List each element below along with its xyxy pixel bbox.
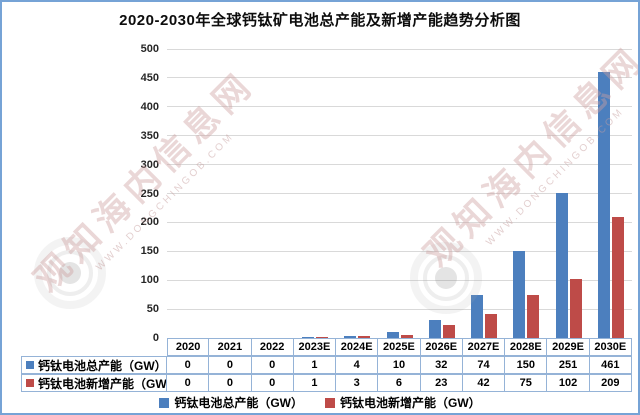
table-value-cell: 209 [589,374,632,392]
gridline [167,250,632,252]
y-axis-tick-label: 300 [140,158,159,171]
chart-bar-2028E-s0 [513,251,526,338]
gridline [167,193,632,194]
legend-swatch-icon [325,397,335,408]
y-axis-tick-label: 150 [140,245,159,258]
table-row-label: 钙钛电池总产能（GW） [21,356,167,374]
table-value-cell: 461 [589,356,632,374]
table-header-cell: 2023E [293,338,337,356]
chart-bar-2029E-s1 [569,279,582,338]
gridline [167,164,632,166]
table-header-cell: 2021 [209,338,252,356]
table-value-cell: 1 [293,356,337,374]
legend-label: 钙钛电池新增产能（GW） [340,396,481,410]
chart-bar-2027E-s0 [471,295,484,338]
chart-bar-2024E-s1 [358,336,371,338]
table-value-cell: 74 [462,356,506,374]
table-value-cell: 0 [251,356,294,374]
table-value-cell: 3 [336,374,379,392]
table-header-cell: 2028E [505,338,548,356]
table-value-cell: 6 [378,374,421,392]
gridline [167,135,632,137]
table-header-cell: 2022 [251,338,294,356]
table-header-cell: 2027E [462,338,506,356]
chart-bar-2025E-s1 [400,334,413,338]
gridline [167,308,632,310]
y-axis-tick-label: 50 [146,303,159,316]
y-axis-tick-label: 100 [140,274,159,287]
table-row-label: 钙钛电池新增产能（GW） [21,374,167,392]
table-value-cell: 0 [251,374,294,392]
table-value-cell: 75 [505,374,548,392]
table-value-cell: 251 [547,356,590,374]
table-value-cell: 1 [293,374,337,392]
y-axis-tick-label: 200 [140,216,159,229]
y-axis-tick-label: 0 [152,332,159,344]
plot-area [167,48,632,338]
gridline [167,221,632,223]
chart-bar-2023E-s1 [315,337,328,338]
table-header-cell: 2029E [547,338,590,356]
chart-bar-2024E-s0 [344,335,357,338]
y-axis-tick-label: 450 [140,71,159,84]
legend-item-0: 钙钛电池总产能（GW） [159,394,303,411]
table-header-cell: 2030E [589,338,632,356]
table-value-cell: 10 [378,356,421,374]
table-header-cell: 2020 [167,338,210,356]
gridline [167,279,632,281]
table-header-cell: 2025E [378,338,421,356]
data-table: 2020 2021 2022 2023E 2024E 2025E 2026E 2027E 202… [21,338,633,392]
table-value-cell: 0 [167,356,210,374]
table-header-cell: 2024E [336,338,379,356]
gridline [167,48,632,50]
table-header-row: 2020 2021 2022 2023E 2024E 2025E 2026E 2027E 202… [21,338,633,356]
table-value-cell: 4 [336,356,379,374]
chart-bar-2029E-s0 [555,192,568,338]
legend: 钙钛电池总产能（GW） 钙钛电池新增产能（GW） [2,394,638,411]
watermark-eye-logo-icon [34,237,106,309]
legend-swatch-icon [159,397,170,408]
table-header-cell: 2026E [420,338,463,356]
table-value-cell: 0 [209,356,252,374]
chart-bar-2030E-s0 [597,71,610,338]
table-row-series-0: 钙钛电池总产能（GW） 0 0 0 1 4 10 32 74 150 251 461 [21,356,633,374]
chart-bar-2028E-s1 [527,294,540,338]
y-axis-tick-label: 400 [140,100,159,113]
legend-item-1: 钙钛电池新增产能（GW） [325,394,481,411]
chart-title: 2020-2030年全球钙钛矿电池总产能及新增产能趋势分析图 [119,12,521,29]
table-value-cell: 0 [167,374,210,392]
table-value-cell: 32 [420,356,463,374]
y-axis-tick-label: 350 [140,129,159,142]
table-row-series-1: 钙钛电池新增产能（GW） 0 0 0 1 3 6 23 42 75 102 209 [21,374,633,392]
chart-bar-2026E-s0 [428,319,441,338]
table-corner-cell [21,338,167,356]
table-value-cell: 0 [209,374,252,392]
table-value-cell: 23 [420,374,463,392]
series-swatch-icon [26,379,34,387]
chart-bar-2025E-s0 [386,332,399,338]
table-value-cell: 42 [462,374,506,392]
legend-label: 钙钛电池总产能（GW） [174,396,303,410]
gridline [167,106,632,108]
y-axis-tick-label: 250 [140,187,159,200]
chart-bar-2023E-s0 [301,337,314,338]
chart-bar-2030E-s1 [611,217,624,338]
y-axis-tick-label: 500 [140,43,159,55]
table-value-cell: 102 [547,374,590,392]
series-swatch-icon [26,361,34,369]
chart-bar-2026E-s1 [442,324,455,338]
chart-bar-2027E-s1 [485,313,498,338]
gridline [167,77,632,79]
table-value-cell: 150 [505,356,548,374]
